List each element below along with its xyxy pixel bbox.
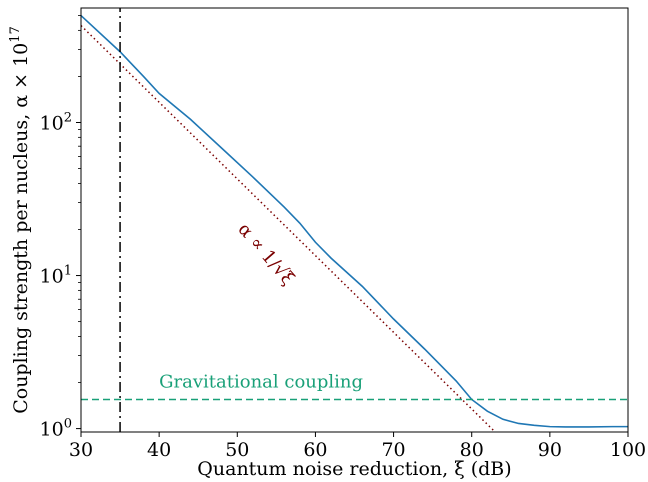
y-tick-label: 100 — [40, 417, 72, 441]
plot-frame — [80, 7, 629, 433]
y-tick-label-exponent: 0 — [64, 417, 72, 432]
x-tick-label: 50 — [225, 439, 249, 461]
coupling-strength-line — [81, 14, 628, 428]
x-tick-label: 60 — [303, 439, 327, 461]
y-tick-label-base: 10 — [40, 266, 64, 288]
x-tick-label: 100 — [610, 439, 646, 461]
y-axis-label-exponent: 17 — [8, 26, 23, 43]
scaling-law-label: α ∝ 1/√ξ — [234, 219, 299, 289]
y-tick-label-exponent: 2 — [64, 111, 72, 126]
x-tick-label: 80 — [460, 439, 484, 461]
x-axis-label: Quantum noise reduction, ξ (dB) — [197, 458, 511, 480]
series-layer — [81, 8, 628, 432]
y-tick-label: 102 — [40, 111, 72, 135]
x-tick-label: 30 — [69, 439, 93, 461]
x-tick-label: 70 — [381, 439, 405, 461]
y-tick-label-exponent: 1 — [64, 264, 72, 279]
y-tick-label: 101 — [40, 264, 72, 288]
gravitational-coupling-label: Gravitational coupling — [159, 372, 363, 393]
y-axis-label-main: Coupling strength per nucleus, α × 10 — [10, 43, 32, 414]
y-tick-label-base: 10 — [40, 113, 64, 135]
y-tick-label-base: 10 — [40, 419, 64, 441]
x-tick-label: 40 — [147, 439, 171, 461]
annotation-layer: Gravitational coupling α ∝ 1/√ξ — [159, 219, 363, 393]
x-tick-label: 90 — [538, 439, 562, 461]
y-axis-label: Coupling strength per nucleus, α × 1017 — [8, 26, 32, 414]
